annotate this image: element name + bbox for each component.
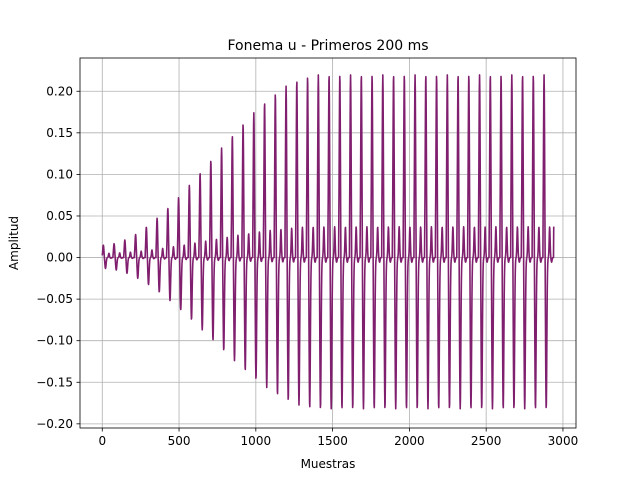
chart-title: Fonema u - Primeros 200 ms <box>227 38 428 54</box>
x-tick-label: 2000 <box>394 434 425 448</box>
ticks: 0 500 1000 1500 2000 2500 3000 −0.20 −0.15 −0.10 −… <box>36 84 578 448</box>
axes-frame <box>79 57 577 429</box>
x-tick-label: 2500 <box>471 434 502 448</box>
y-axis-label: Amplitud <box>7 216 21 270</box>
y-tick-label: −0.20 <box>36 417 73 431</box>
series-line <box>101 74 555 410</box>
y-tick-label: 0.00 <box>46 251 73 265</box>
x-tick-label: 500 <box>168 434 191 448</box>
axes <box>79 57 577 429</box>
x-tick-label: 0 <box>98 434 106 448</box>
series-group <box>101 74 555 410</box>
y-tick-label: 0.20 <box>46 84 73 98</box>
y-tick-label: −0.10 <box>36 334 73 348</box>
y-tick-label: 0.05 <box>46 209 73 223</box>
x-tick-label: 3000 <box>548 434 579 448</box>
y-tick-label: 0.15 <box>46 126 73 140</box>
x-tick-label: 1500 <box>317 434 348 448</box>
y-tick-label: 0.10 <box>46 167 73 181</box>
x-tick-label: 1000 <box>241 434 272 448</box>
y-tick-label: −0.15 <box>36 375 73 389</box>
y-tick-label: −0.05 <box>36 292 73 306</box>
x-axis-label: Muestras <box>301 457 356 471</box>
